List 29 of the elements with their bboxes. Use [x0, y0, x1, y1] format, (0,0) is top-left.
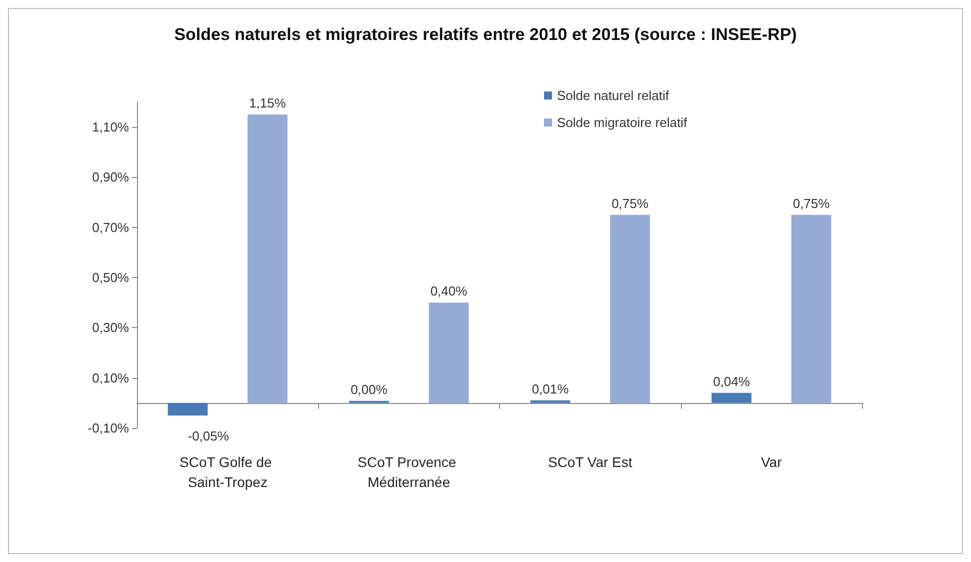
x-tick-label: SCoT Golfe de Saint-Tropez	[180, 454, 276, 490]
x-tick-label: Var	[761, 454, 782, 470]
y-tick-label: 0,50%	[92, 270, 130, 286]
y-tick-label: 0,70%	[92, 220, 130, 235]
legend-label: Solde naturel relatif	[557, 88, 670, 103]
bar	[712, 392, 752, 403]
bar	[248, 114, 288, 403]
legend-label: Solde migratoire relatif	[557, 115, 688, 130]
chart-title: Soldes naturels et migratoires relatifs entre 2010 et 2015 (source : INSEE-RP)	[174, 25, 797, 44]
y-tick-label: 0,90%	[92, 170, 130, 185]
data-label: 0,00%	[350, 382, 388, 397]
y-tick-label: 0,10%	[92, 370, 130, 386]
bar	[168, 402, 208, 416]
data-label: 1,15%	[249, 96, 286, 111]
data-label: 0,04%	[713, 374, 750, 389]
data-label: 0,40%	[430, 284, 468, 299]
bar	[610, 214, 650, 403]
x-tick-label: SCoT Var Est	[548, 454, 632, 470]
data-label: 0,01%	[532, 381, 570, 396]
data-label: 0,75%	[792, 196, 830, 211]
bar	[428, 302, 469, 403]
bar	[791, 214, 832, 403]
y-tick-label: -0,10%	[88, 420, 130, 436]
y-tick-label: 1,10%	[92, 120, 130, 135]
y-tick-label: 0,30%	[92, 320, 130, 336]
data-label: -0,05%	[188, 428, 230, 444]
x-tick-label: SCoT Provence Méditerranée	[358, 454, 460, 490]
bar	[530, 400, 570, 403]
data-label: 0,75%	[612, 196, 649, 211]
